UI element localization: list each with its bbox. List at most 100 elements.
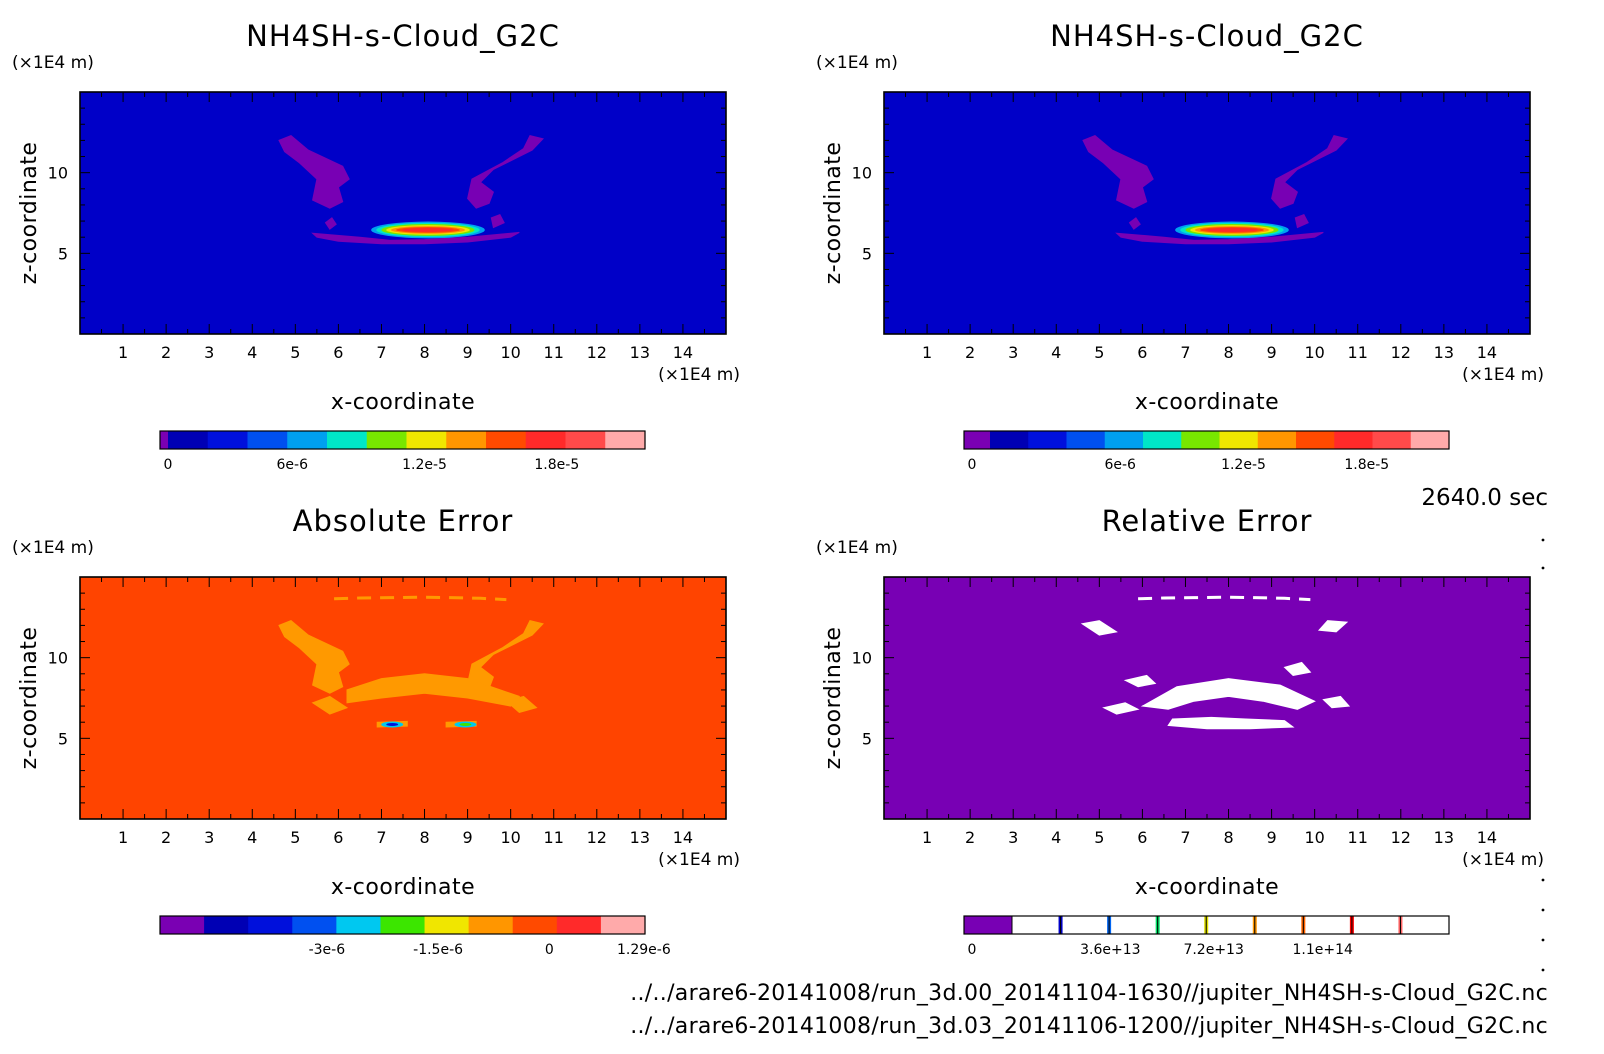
panel-1-colorbar-tick-3: 1.8e-5 bbox=[534, 457, 579, 473]
panel-3-y-label: z-coordinate bbox=[17, 627, 42, 770]
panel-4-colorbar: 0 3.6e+13 7.2e+13 1.1e+14 bbox=[963, 915, 1450, 958]
panel-4-x-unit: (×1E4 m) bbox=[1462, 850, 1544, 870]
panel-3-colorbar-segment-5 bbox=[380, 916, 426, 934]
panel-1-x-tick-label-9: 9 bbox=[463, 343, 473, 362]
panel-2-title: NH4SH-s-Cloud_G2C bbox=[1050, 19, 1364, 53]
panel-2-colorbar-segment-3 bbox=[1066, 431, 1106, 449]
panel-1-x-tick-label-5: 5 bbox=[290, 343, 300, 362]
panel-4-y-tick-label-5: 5 bbox=[862, 729, 872, 748]
panel-1-colorbar-segment-1 bbox=[168, 431, 209, 449]
panel-2-colorbar-tick-3: 1.8e-5 bbox=[1344, 457, 1389, 473]
panel-2-x-tick-label-10: 10 bbox=[1304, 343, 1324, 362]
rel-error-feature-1 bbox=[1317, 620, 1349, 633]
panel-1-y-tick-label-10: 10 bbox=[48, 164, 68, 183]
abs-error-feature-2 bbox=[346, 673, 521, 707]
panel-1-colorbar-segment-5 bbox=[327, 431, 368, 449]
panel-3-colorbar-tick-2: 0 bbox=[545, 942, 554, 958]
panel-4-x-tick-label-7: 7 bbox=[1180, 828, 1190, 847]
panel-3-y-tick-label-5: 5 bbox=[58, 729, 68, 748]
panel-3-colorbar-segment-9 bbox=[556, 916, 602, 934]
panel-1-y-unit: (×1E4 m) bbox=[12, 53, 94, 73]
panel-1-colorbar-frame bbox=[159, 430, 646, 450]
panel-1-title: NH4SH-s-Cloud_G2C bbox=[246, 19, 560, 53]
time-label: 2640.0 sec bbox=[1421, 485, 1548, 511]
panel-1-x-unit: (×1E4 m) bbox=[658, 365, 740, 385]
panel-2-colorbar-segment-8 bbox=[1257, 431, 1297, 449]
panel-2-x-unit: (×1E4 m) bbox=[1462, 365, 1544, 385]
panel-3-colorbar-segment-3 bbox=[292, 916, 337, 934]
panel-1-colorbar-tick-1: 6e-6 bbox=[277, 457, 309, 473]
panel-1-colorbar-segment-7 bbox=[406, 431, 447, 449]
panel-1-colorbar-segment-3 bbox=[247, 431, 288, 449]
panel-1-x-tick-label-14: 14 bbox=[673, 343, 693, 362]
panel-3-colorbar-frame bbox=[159, 915, 646, 935]
panel-2-x-tick-label-6: 6 bbox=[1137, 343, 1147, 362]
panel-3-colorbar-segment-0 bbox=[160, 916, 205, 934]
panel-2-core-ring-6 bbox=[1206, 228, 1258, 232]
panel-3-x-tick-label-13: 13 bbox=[630, 828, 650, 847]
rel-error-feature-5 bbox=[1283, 661, 1312, 676]
panel-2-cloud-region-2 bbox=[1115, 231, 1324, 245]
panel-4-x-tick-label-13: 13 bbox=[1434, 828, 1454, 847]
panel-3-colorbar-tick-3: 1.29e-6 bbox=[617, 942, 671, 958]
panel-3-x-tick-label-1: 1 bbox=[118, 828, 128, 847]
panel-3: Absolute Error(×1E4 m)1 2 3 4 5 6 7 8 9 10 11 12 13 1… bbox=[12, 504, 740, 958]
panel-3-x-tick-label-8: 8 bbox=[419, 828, 429, 847]
panel-3-x-tick-label-6: 6 bbox=[333, 828, 343, 847]
panel-2-colorbar-segment-5 bbox=[1143, 431, 1182, 449]
panel-2-colorbar: 0 6e-6 1.2e-5 1.8e-5 bbox=[963, 430, 1450, 473]
panel-2-colorbar-segment-2 bbox=[1028, 431, 1068, 449]
panel-4-colorbar-segment-0 bbox=[964, 916, 1012, 934]
panel-1-cloud-region-0 bbox=[278, 135, 350, 209]
panel-3-colorbar-segment-10 bbox=[600, 916, 646, 934]
panel-1-core-ring-6 bbox=[402, 228, 454, 232]
decorative-dots bbox=[1541, 538, 1545, 972]
panel-3-x-tick-label-10: 10 bbox=[500, 828, 520, 847]
panel-4-x-tick-label-1: 1 bbox=[922, 828, 932, 847]
panel-1-y-tick-label-5: 5 bbox=[58, 244, 68, 263]
abs-error-feature-0 bbox=[278, 620, 350, 694]
panel-4-colorbar-tick-0: 0 bbox=[968, 942, 977, 958]
rel-error-feature-0 bbox=[1080, 620, 1118, 636]
panel-1-cloud-region-1 bbox=[467, 135, 544, 209]
panel-2-x-tick-label-14: 14 bbox=[1477, 343, 1497, 362]
panel-4-y-unit: (×1E4 m) bbox=[816, 538, 898, 558]
panel-1-colorbar-segment-6 bbox=[366, 431, 408, 449]
rel-error-top-arc bbox=[1138, 595, 1311, 602]
panel-3-colorbar-segment-7 bbox=[468, 916, 514, 934]
panel-1-cloud-region-4 bbox=[490, 213, 505, 229]
panel-1-colorbar-segment-12 bbox=[605, 431, 646, 449]
panel-4-x-tick-label-9: 9 bbox=[1267, 828, 1277, 847]
panel-3-x-tick-label-3: 3 bbox=[204, 828, 214, 847]
panel-4-x-label: x-coordinate bbox=[1135, 875, 1279, 900]
panel-1-colorbar-segment-2 bbox=[207, 431, 249, 449]
panel-1-colorbar: 0 6e-6 1.2e-5 1.8e-5 bbox=[159, 430, 646, 473]
panel-3-colorbar-segment-8 bbox=[512, 916, 558, 934]
panel-2-colorbar-segment-0 bbox=[964, 431, 991, 449]
panel-2-y-label: z-coordinate bbox=[821, 142, 846, 285]
file-path-2: ../../arare6-20141008/run_3d.03_20141106… bbox=[630, 1014, 1548, 1039]
panel-2-plot-area bbox=[884, 92, 1530, 334]
panel-2-x-tick-label-7: 7 bbox=[1180, 343, 1190, 362]
panel-3-x-tick-label-4: 4 bbox=[247, 828, 257, 847]
rel-error-feature-6 bbox=[1102, 702, 1140, 715]
panel-4-x-tick-label-6: 6 bbox=[1137, 828, 1147, 847]
panel-3-colorbar-segment-4 bbox=[336, 916, 382, 934]
panel-3-colorbar-segment-2 bbox=[248, 916, 293, 934]
panel-3-y-unit: (×1E4 m) bbox=[12, 538, 94, 558]
panel-1-x-tick-label-13: 13 bbox=[630, 343, 650, 362]
panel-4-x-tick-label-8: 8 bbox=[1223, 828, 1233, 847]
panel-1-x-tick-label-4: 4 bbox=[247, 343, 257, 362]
panel-1-colorbar-segment-9 bbox=[486, 431, 527, 449]
panel-2-x-tick-label-9: 9 bbox=[1267, 343, 1277, 362]
panel-3-title: Absolute Error bbox=[293, 504, 514, 538]
panel-1-plot-area bbox=[80, 92, 726, 334]
panel-2: NH4SH-s-Cloud_G2C(×1E4 m)1 2 3 4 5 6 7 8 9 10 11 12… bbox=[816, 19, 1544, 473]
panel-2-colorbar-tick-1: 6e-6 bbox=[1104, 457, 1136, 473]
panel-4-x-tick-label-3: 3 bbox=[1008, 828, 1018, 847]
abs-error-top-arc bbox=[334, 595, 507, 602]
panel-2-x-tick-label-12: 12 bbox=[1391, 343, 1411, 362]
panel-3-x-tick-label-2: 2 bbox=[161, 828, 171, 847]
file-path-1: ../../arare6-20141008/run_3d.00_20141104… bbox=[630, 981, 1548, 1006]
